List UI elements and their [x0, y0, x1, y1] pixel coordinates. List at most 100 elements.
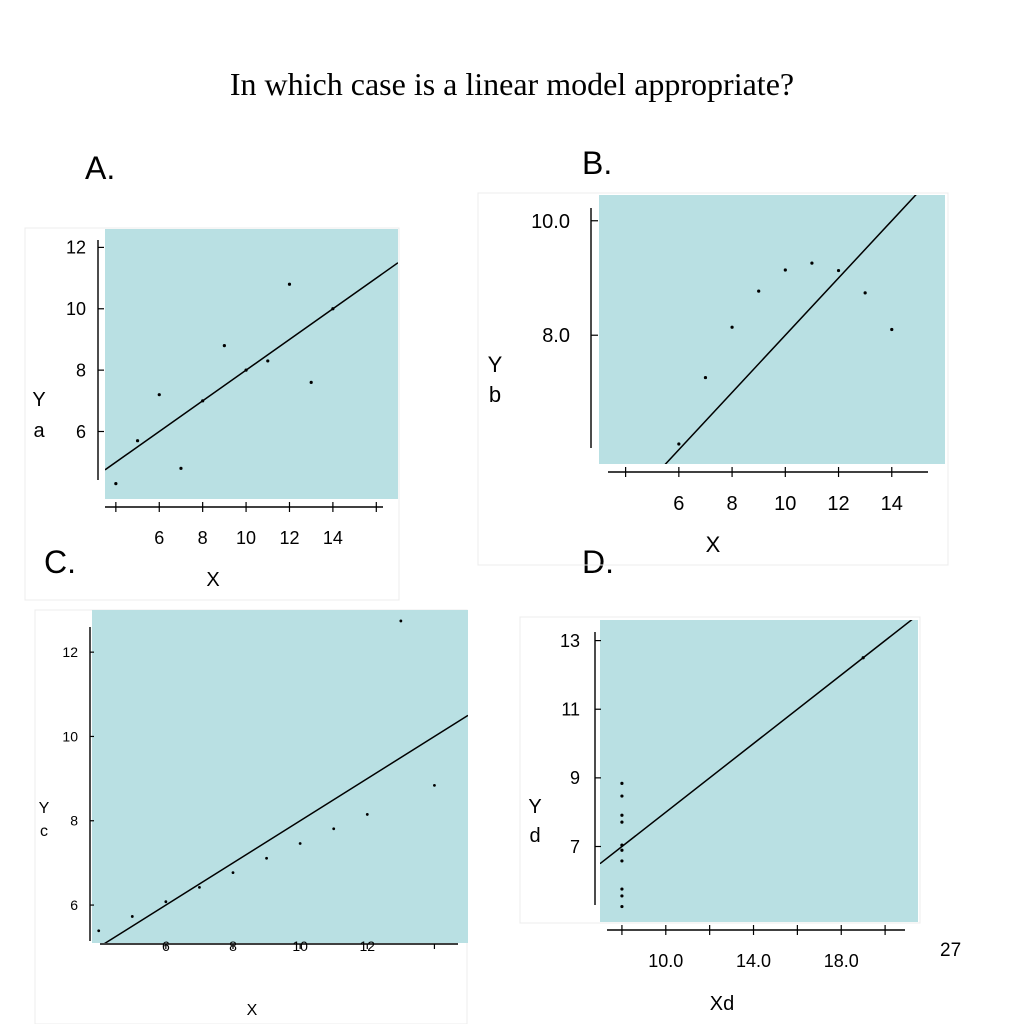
- data-point: [783, 268, 787, 272]
- fit-line: [104, 714, 468, 943]
- data-point: [231, 871, 235, 875]
- x-tick-label: 10: [774, 493, 796, 515]
- chart-frame: [477, 192, 949, 566]
- y-tick-label: 9: [570, 768, 580, 788]
- data-point: [433, 783, 436, 787]
- data-point: [309, 380, 313, 385]
- x-tick-label: 12: [827, 493, 849, 515]
- y-axis-label: Y: [528, 796, 541, 818]
- x-tick-label: 14: [881, 493, 903, 515]
- data-point: [620, 813, 624, 817]
- chart-panel-d: 10.0 14.0 18.0 7 9 11 13 Xd Yd: [519, 616, 921, 1015]
- data-point: [810, 261, 814, 265]
- data-point: [620, 904, 624, 909]
- y-tick-label: 8: [76, 360, 86, 380]
- x-tick-label: 8: [198, 528, 208, 548]
- data-point: [130, 915, 134, 918]
- y-axis-label: Y: [488, 352, 503, 377]
- data-point: [620, 848, 624, 852]
- y-tick-label: 8.0: [542, 325, 570, 347]
- plot-area: [105, 229, 398, 499]
- plot-area: [600, 620, 918, 922]
- y-axis-label: a: [33, 420, 45, 442]
- x-tick-label: 12: [359, 938, 375, 954]
- panel-label-d: D.: [582, 544, 614, 580]
- x-tick-label: 18.0: [824, 951, 859, 971]
- x-axis-label: Xd: [710, 993, 734, 1015]
- data-point: [399, 619, 403, 623]
- data-point: [114, 482, 118, 486]
- y-tick-label: 8: [70, 813, 78, 829]
- data-point: [332, 827, 336, 831]
- data-point: [201, 399, 205, 403]
- fit-line: [600, 620, 913, 865]
- x-tick-label: 6: [673, 493, 684, 515]
- data-point: [97, 929, 101, 933]
- y-tick-label: 6: [70, 897, 78, 913]
- x-tick-label: 12: [279, 528, 299, 548]
- data-point: [287, 282, 292, 286]
- y-axis-label: Y: [32, 389, 45, 411]
- panel-label-c: C.: [44, 544, 76, 580]
- fit-line: [664, 195, 917, 464]
- x-tick-label: 10: [292, 938, 308, 954]
- chart-panel-a: 6 8 10 12 14 6 8 10 12 X Ya: [24, 227, 400, 601]
- chart-frame: [519, 616, 921, 924]
- x-tick-label: 6: [162, 938, 170, 954]
- data-point: [135, 439, 140, 443]
- data-point: [164, 900, 168, 904]
- y-tick-label: 10: [62, 728, 78, 744]
- data-point: [198, 885, 201, 889]
- x-tick-label: 14.0: [736, 951, 771, 971]
- data-point: [222, 343, 226, 348]
- data-point: [244, 368, 248, 372]
- fit-line: [105, 262, 398, 471]
- x-axis-label: X: [706, 532, 721, 557]
- y-axis-label: c: [40, 823, 48, 840]
- data-point: [157, 393, 161, 397]
- data-point: [861, 656, 865, 660]
- data-point: [265, 856, 268, 860]
- data-point: [620, 887, 624, 891]
- chart-panel-b: 6 8 10 12 14 8.0 10.0 X Yb: [477, 192, 949, 566]
- data-point: [730, 325, 734, 329]
- y-tick-label: 11: [561, 700, 580, 720]
- data-point: [179, 466, 183, 470]
- data-point: [677, 442, 681, 446]
- data-point: [620, 820, 624, 824]
- x-tick-label: 14: [323, 528, 343, 548]
- x-tick-label: 10: [236, 528, 256, 548]
- x-axis-label: X: [206, 569, 219, 591]
- y-tick-label: 7: [570, 837, 580, 857]
- plot-area: [599, 195, 945, 464]
- chart-frame: [24, 227, 400, 601]
- data-point: [757, 289, 761, 293]
- panel-label-a: A.: [85, 150, 116, 186]
- y-tick-label: 10: [66, 299, 86, 319]
- data-point: [266, 359, 270, 363]
- data-point: [620, 894, 624, 898]
- x-tick-label: 8: [727, 493, 738, 515]
- plot-area: [92, 610, 468, 943]
- data-point: [620, 781, 624, 785]
- x-tick-label: 8: [229, 938, 237, 954]
- x-axis-label: X: [247, 1002, 258, 1019]
- data-point: [620, 794, 624, 798]
- y-tick-label: 12: [62, 644, 78, 660]
- data-point: [620, 859, 624, 863]
- y-tick-label: 6: [76, 422, 86, 442]
- page-number: 27: [940, 940, 962, 961]
- y-axis-label: Y: [39, 800, 50, 817]
- chart-panel-c: 6 8 10 12 6 8 10 12 X Yc: [34, 609, 468, 1024]
- slide-title: In which case is a linear model appropri…: [229, 66, 795, 102]
- panel-label-b: B.: [582, 145, 613, 181]
- x-tick-label: 6: [154, 528, 164, 548]
- data-point: [890, 327, 894, 332]
- x-tick-label: 10.0: [648, 951, 683, 971]
- data-point: [620, 843, 624, 847]
- data-point: [331, 307, 335, 311]
- data-point: [298, 842, 302, 845]
- y-axis-label: b: [489, 382, 501, 407]
- y-tick-label: 10.0: [531, 211, 570, 233]
